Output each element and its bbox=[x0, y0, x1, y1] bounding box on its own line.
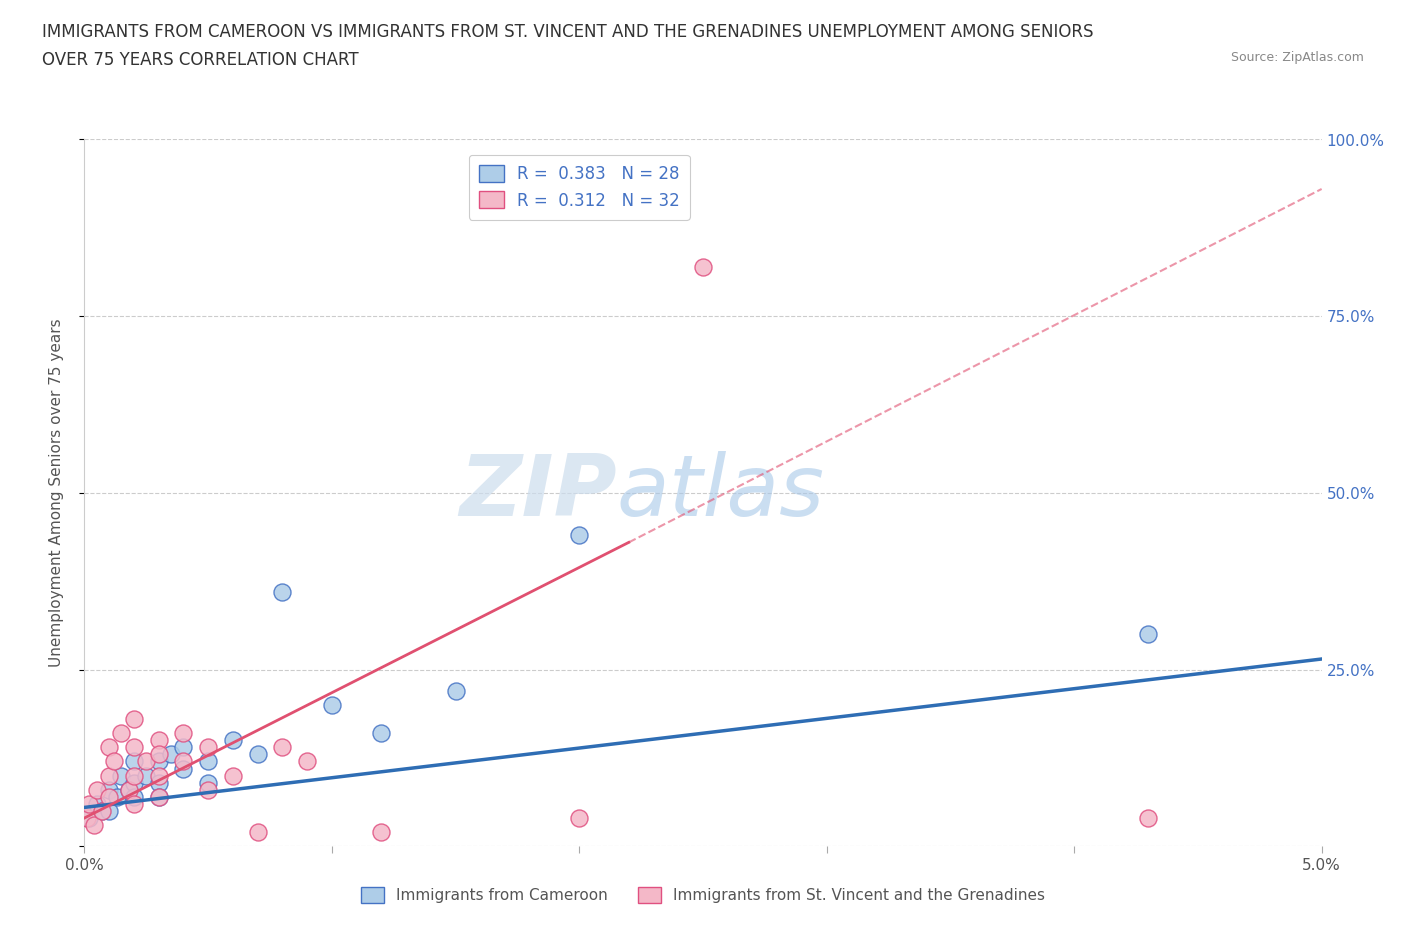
Point bbox=[568, 528, 591, 543]
Point bbox=[172, 740, 194, 755]
Point bbox=[83, 817, 105, 832]
Text: Source: ZipAtlas.com: Source: ZipAtlas.com bbox=[1230, 51, 1364, 64]
Point bbox=[98, 740, 121, 755]
Point bbox=[122, 740, 145, 755]
Point bbox=[222, 733, 245, 748]
Point bbox=[172, 725, 194, 740]
Point bbox=[79, 811, 101, 826]
Point bbox=[295, 754, 318, 769]
Point bbox=[568, 811, 591, 826]
Point bbox=[122, 711, 145, 726]
Text: OVER 75 YEARS CORRELATION CHART: OVER 75 YEARS CORRELATION CHART bbox=[42, 51, 359, 69]
Point bbox=[370, 725, 392, 740]
Point bbox=[172, 761, 194, 776]
Point bbox=[444, 684, 467, 698]
Point bbox=[148, 790, 170, 804]
Point bbox=[1137, 627, 1160, 642]
Point bbox=[148, 776, 170, 790]
Point bbox=[271, 740, 294, 755]
Point bbox=[246, 825, 269, 840]
Point bbox=[197, 740, 219, 755]
Point bbox=[321, 698, 343, 712]
Point bbox=[105, 790, 128, 804]
Point bbox=[122, 768, 145, 783]
Point bbox=[160, 747, 183, 762]
Point bbox=[197, 754, 219, 769]
Point bbox=[98, 768, 121, 783]
Point bbox=[1137, 811, 1160, 826]
Point bbox=[122, 790, 145, 804]
Point bbox=[98, 782, 121, 797]
Point bbox=[103, 754, 125, 769]
Point bbox=[122, 796, 145, 811]
Text: atlas: atlas bbox=[616, 451, 824, 535]
Point bbox=[148, 754, 170, 769]
Point bbox=[86, 782, 108, 797]
Point bbox=[122, 754, 145, 769]
Point bbox=[76, 811, 98, 826]
Text: ZIP: ZIP bbox=[458, 451, 616, 535]
Point bbox=[118, 782, 141, 797]
Point bbox=[148, 747, 170, 762]
Point bbox=[118, 782, 141, 797]
Point bbox=[110, 768, 132, 783]
Point bbox=[197, 782, 219, 797]
Point bbox=[90, 804, 112, 818]
Point bbox=[222, 768, 245, 783]
Y-axis label: Unemployment Among Seniors over 75 years: Unemployment Among Seniors over 75 years bbox=[49, 319, 63, 667]
Point bbox=[98, 790, 121, 804]
Point bbox=[172, 754, 194, 769]
Point bbox=[86, 796, 108, 811]
Point bbox=[148, 790, 170, 804]
Point bbox=[135, 754, 157, 769]
Point bbox=[110, 725, 132, 740]
Text: IMMIGRANTS FROM CAMEROON VS IMMIGRANTS FROM ST. VINCENT AND THE GRENADINES UNEMP: IMMIGRANTS FROM CAMEROON VS IMMIGRANTS F… bbox=[42, 23, 1094, 41]
Point bbox=[370, 825, 392, 840]
Point bbox=[79, 796, 101, 811]
Point bbox=[122, 776, 145, 790]
Point bbox=[135, 768, 157, 783]
Point bbox=[148, 733, 170, 748]
Point bbox=[246, 747, 269, 762]
Point bbox=[692, 259, 714, 274]
Point bbox=[148, 768, 170, 783]
Point bbox=[271, 584, 294, 599]
Point bbox=[98, 804, 121, 818]
Legend: Immigrants from Cameroon, Immigrants from St. Vincent and the Grenadines: Immigrants from Cameroon, Immigrants fro… bbox=[354, 881, 1052, 910]
Point bbox=[197, 776, 219, 790]
Point bbox=[90, 804, 112, 818]
